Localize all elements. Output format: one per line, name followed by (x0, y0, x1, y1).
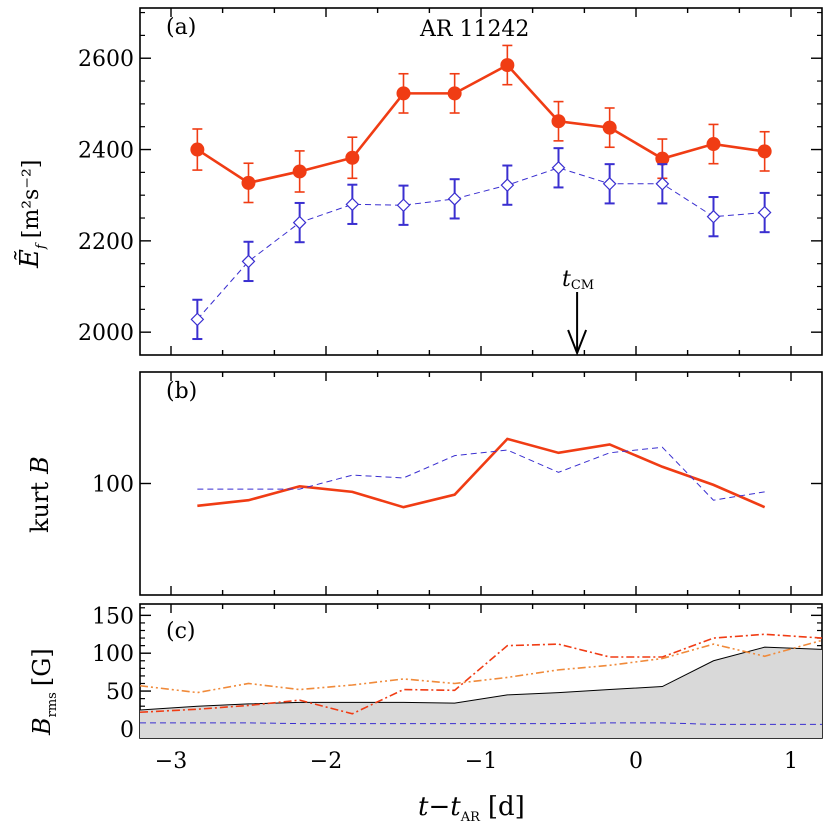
panel-b-plot: 100 (92, 372, 822, 595)
data-point (190, 143, 204, 157)
data-point (759, 207, 771, 219)
t-cm-annotation: tCM (562, 267, 594, 293)
panel-a-ylabel-subscript: f (34, 242, 49, 250)
t-cm-subscript: CM (571, 278, 594, 293)
y-tick-label: 50 (106, 680, 134, 705)
panel-b-ylabel-text: kurt (26, 482, 54, 533)
data-point (345, 151, 359, 165)
series-line-b-0 (197, 439, 764, 507)
data-point (501, 179, 513, 191)
brms-total-area (140, 647, 822, 738)
y-tick-label: 0 (120, 718, 134, 743)
x-axis-label-minus: − (428, 792, 450, 822)
x-axis-label-t2: t (450, 792, 461, 822)
data-point (656, 178, 668, 190)
data-point (448, 86, 462, 100)
y-tick-label: 100 (92, 642, 134, 667)
data-point (293, 164, 307, 178)
data-point (294, 217, 306, 229)
data-point (500, 58, 514, 72)
y-tick-label: 2000 (78, 321, 134, 346)
data-point (708, 211, 720, 223)
panel-b-label: (b) (166, 379, 197, 404)
data-point (707, 137, 721, 151)
t-cm-symbol: t (562, 267, 571, 292)
data-point (449, 193, 461, 205)
x-axis-label-subscript: AR (460, 810, 481, 825)
panel-a-ylabel: Ẽf [m²s⁻²] (13, 160, 49, 269)
x-axis-label-t: t (418, 792, 429, 822)
data-point (553, 162, 565, 174)
panel-a-label: (a) (166, 15, 196, 40)
y-tick-label: 2600 (78, 47, 134, 72)
x-axis-label-units: [d] (488, 792, 525, 822)
data-point (604, 178, 616, 190)
data-point (758, 144, 772, 158)
data-point (397, 86, 411, 100)
data-point (603, 121, 617, 135)
y-tick-label: 2400 (78, 139, 134, 164)
x-tick-label: 1 (784, 749, 798, 774)
y-tick-label: 2200 (78, 230, 134, 255)
x-tick-label: −2 (310, 749, 342, 774)
data-point (552, 114, 566, 128)
panel-c-label: (c) (166, 619, 196, 644)
panel-a-ylabel-units: [m²s⁻²] (19, 160, 44, 239)
data-point (398, 199, 410, 211)
series-line-a-0 (197, 65, 764, 183)
svg-text:tCM: tCM (562, 267, 594, 293)
svg-text:Ẽf[m²s⁻²]: Ẽf [m²s⁻²] (13, 160, 49, 269)
x-tick-label: 0 (629, 749, 643, 774)
panel-a-plot: 2000 2200 2400 2600 (78, 8, 822, 355)
panel-a-title: AR 11242 (419, 17, 529, 42)
x-tick-label: −3 (155, 749, 187, 774)
panel-c-ylabel-symbol: B (28, 717, 56, 736)
data-point (242, 176, 256, 190)
panel-b-ylabel-var: B (26, 456, 54, 475)
x-axis-label: t−tAR [d] (418, 792, 525, 825)
panel-b-ylabel: kurt B (26, 456, 54, 533)
x-tick-label: −1 (465, 749, 497, 774)
series-line-a-1 (197, 168, 764, 320)
panel-a: (a) AR 11242 Ẽf [m²s⁻²] tCM (13, 8, 822, 355)
data-point (346, 198, 358, 210)
panel-c-plot: 0 50 100 150 −3 −2 −1 0 1 (92, 604, 822, 774)
y-tick-label: 100 (92, 473, 134, 498)
panel-c-ylabel: Brms [G] (28, 648, 60, 736)
panel-b-frame (140, 372, 822, 595)
panel-c-ylabel-subscript: rms (45, 692, 60, 717)
y-tick-label: 150 (92, 604, 134, 629)
panel-a-ylabel-symbol: Ẽ (13, 249, 45, 269)
panel-c-ylabel-units: [G] (28, 648, 56, 686)
